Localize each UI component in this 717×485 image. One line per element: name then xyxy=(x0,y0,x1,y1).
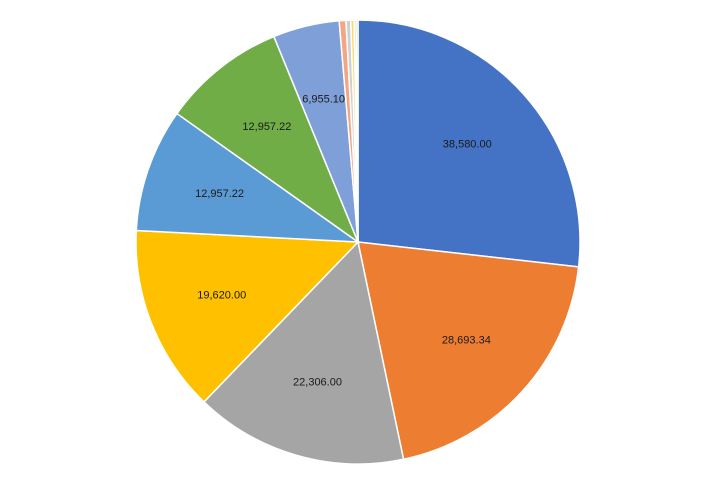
slice-data-label-7: 6,955.10 xyxy=(302,93,345,105)
slices-layer xyxy=(135,19,581,465)
slice-data-label-6: 12,957.22 xyxy=(242,121,291,133)
slice-data-label-5: 12,957.22 xyxy=(195,188,244,200)
slice-data-label-4: 19,620.00 xyxy=(197,290,246,302)
labels-layer: 38,580.00 28,693.34 22,306.00 19,620.00 12,9… xyxy=(195,93,492,388)
pie-slice-5 xyxy=(135,112,361,243)
pie-slice-6 xyxy=(175,35,360,245)
slice-data-label-3: 22,306.00 xyxy=(293,377,342,389)
pie-slice-4 xyxy=(135,229,360,403)
slice-data-label-1: 38,580.00 xyxy=(443,138,492,150)
pie-slice-12 xyxy=(355,19,359,243)
pie-slice-2 xyxy=(357,241,580,461)
pie-slice-1 xyxy=(357,19,581,268)
pie-slice-3 xyxy=(202,240,405,465)
slice-data-label-2: 28,693.34 xyxy=(442,335,491,347)
